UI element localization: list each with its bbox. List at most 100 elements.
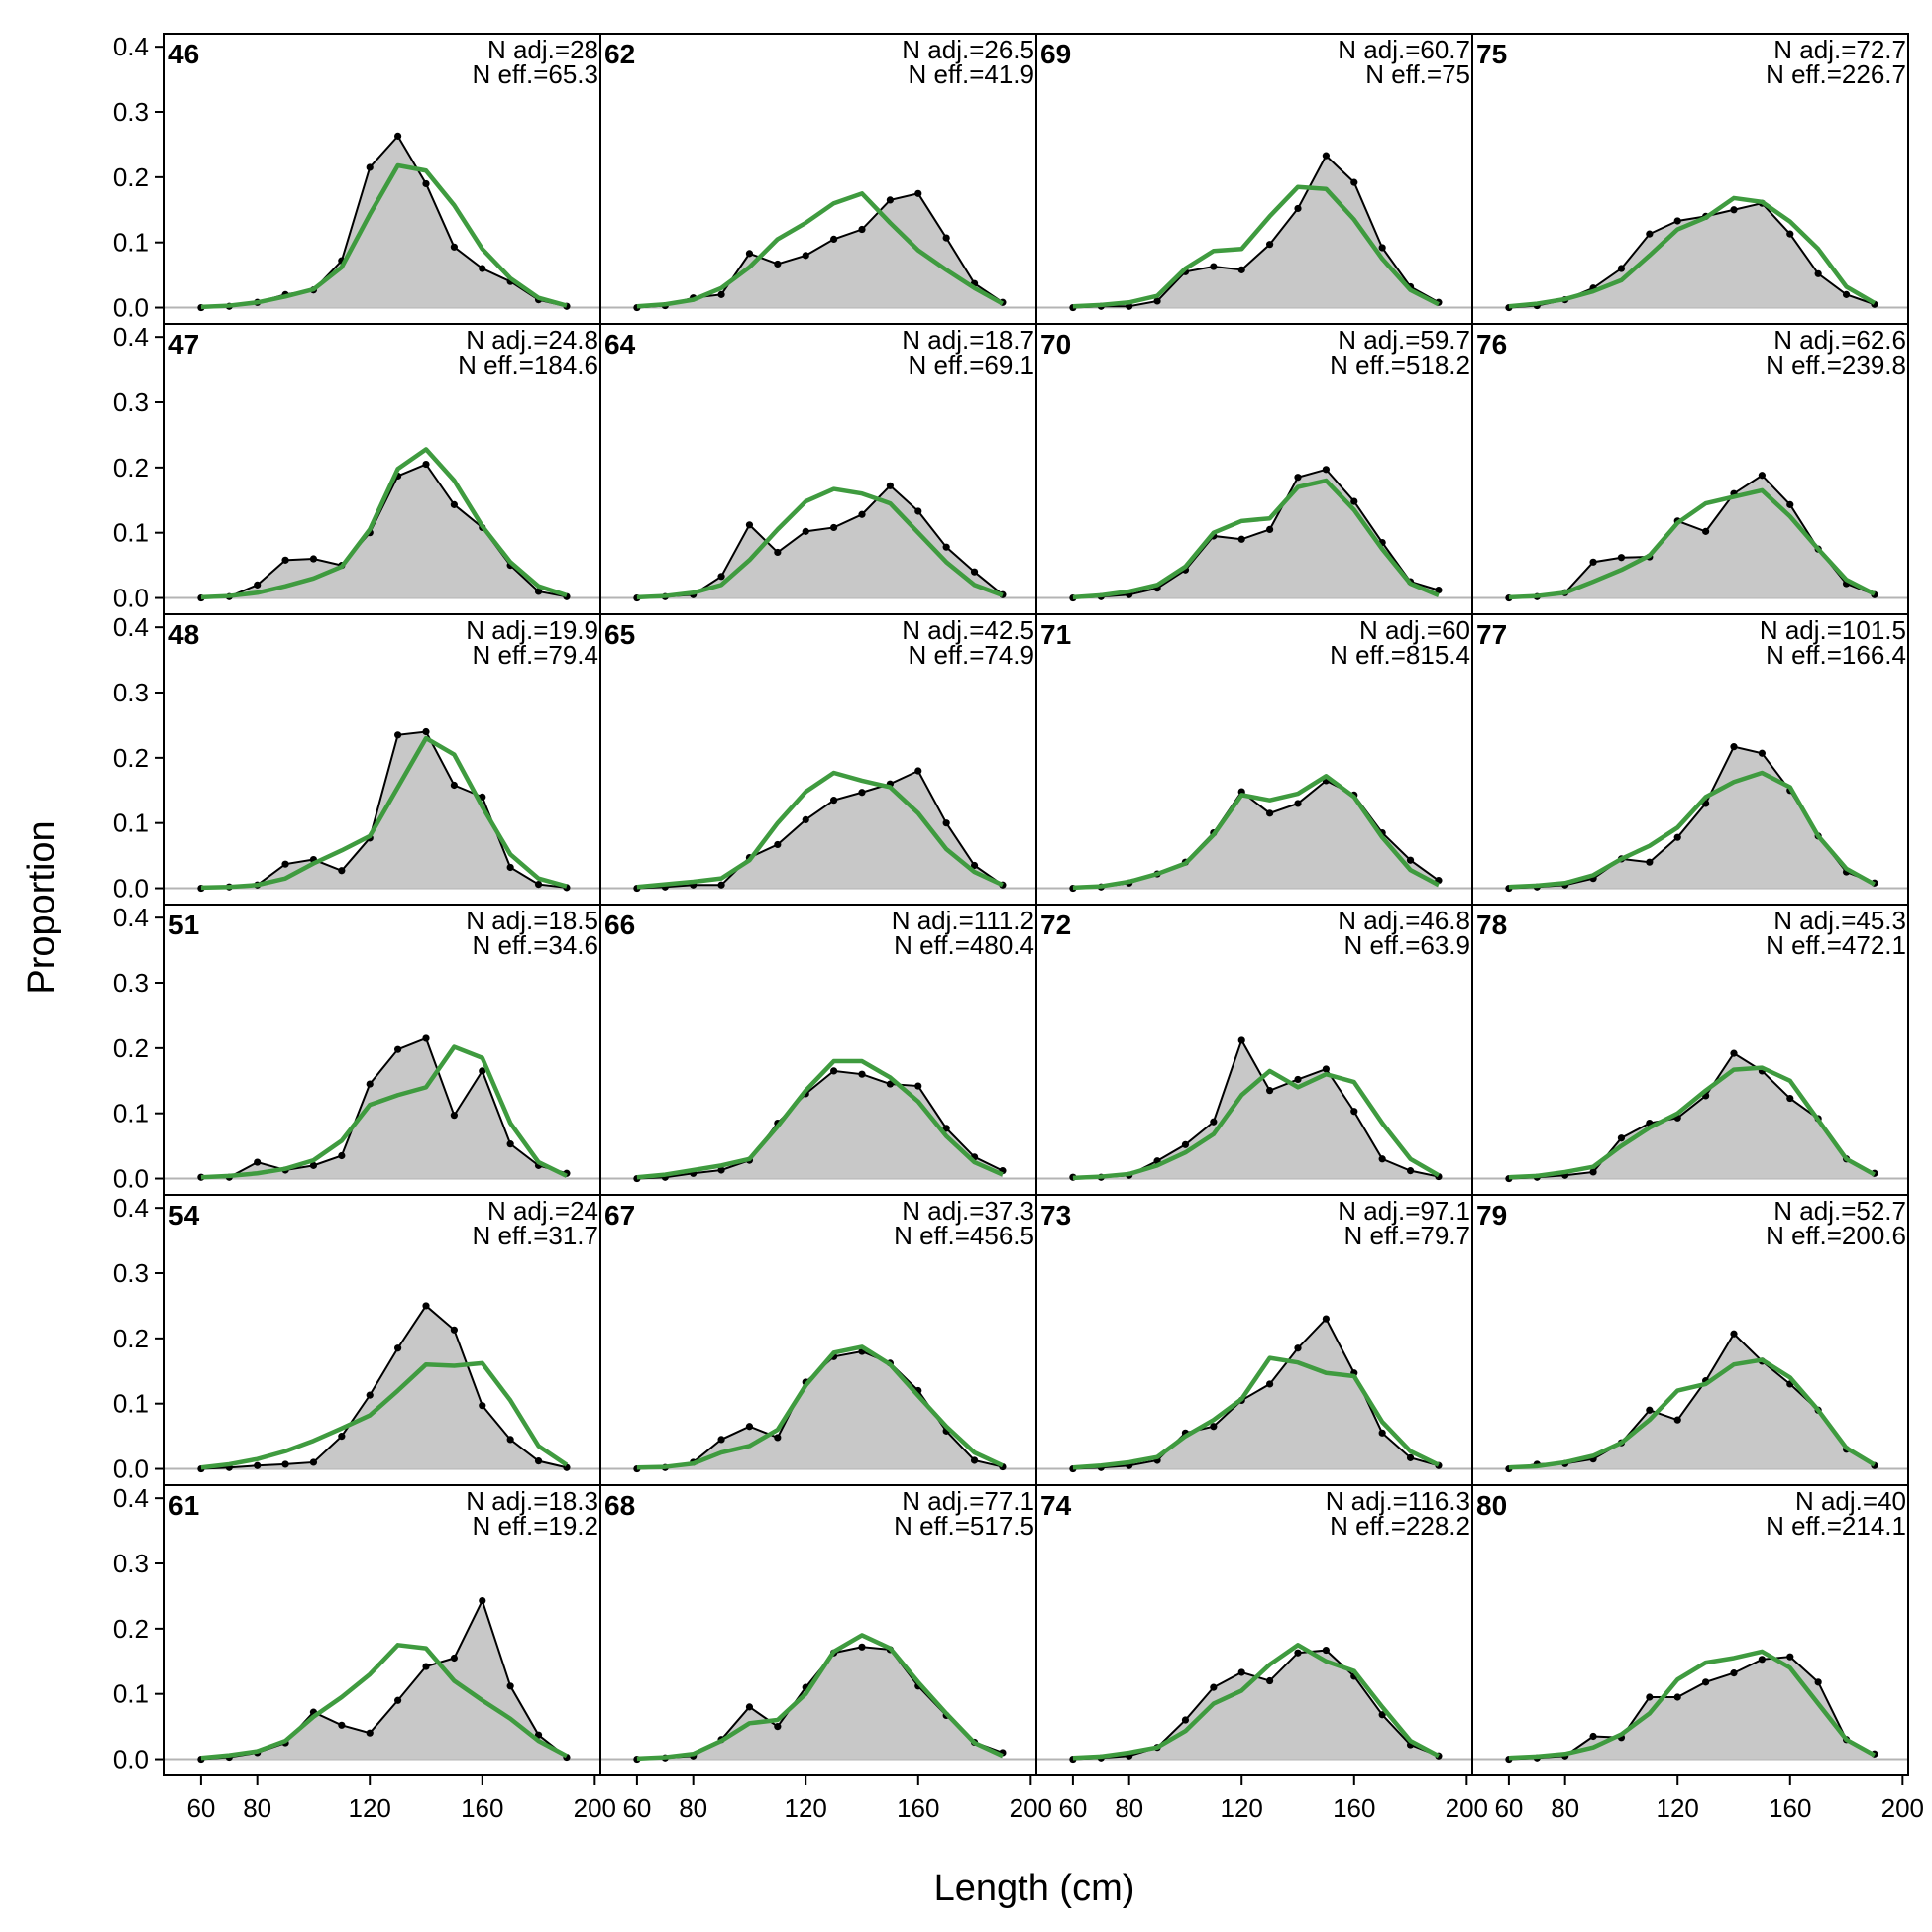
y-tick-label: 0.4 [113,1483,149,1513]
observed-point [1210,1683,1218,1691]
observed-point [254,581,262,589]
observed-point [1617,554,1626,562]
observed-point [1673,1693,1681,1701]
observed-point [745,1423,754,1431]
observed-point [1378,1711,1386,1719]
panel-id: 78 [1476,910,1507,940]
observed-point [745,1703,754,1711]
y-tick-label: 0.1 [113,518,149,548]
observed-point [281,860,289,868]
observed-point [309,1161,318,1169]
panel-54: 54 N adj.=24N eff.=31.7 [163,1194,601,1486]
y-tick-label: 0.2 [113,453,149,483]
observed-point [1322,1646,1330,1655]
n-adj-label: N adj.=111.2 [892,906,1034,935]
observed-point [338,1433,346,1441]
observed-point [450,1326,458,1334]
n-eff-label: N eff.=75 [1365,59,1470,89]
observed-point [802,815,809,824]
observed-line [200,730,568,890]
x-tick-label: 200 [1881,1793,1924,1823]
panel-id: 76 [1476,329,1507,360]
observed-point [1646,1693,1654,1701]
observed-area [636,1647,1003,1760]
observed-point [1786,230,1794,238]
expected-line [636,770,1004,890]
observed-point [422,727,430,736]
n-adj-label: N adj.=24.8 [466,325,598,355]
observed-point [1673,1416,1681,1424]
panel-id: 80 [1476,1490,1507,1521]
y-tick-label: 0.0 [113,293,149,323]
n-adj-label: N adj.=52.7 [1773,1196,1906,1226]
observed-point [506,1682,514,1690]
observed-point [914,1082,922,1090]
observed-point [1406,1167,1415,1175]
n-adj-label: N adj.=24 [487,1196,598,1226]
observed-point [1842,290,1851,298]
observed-area [1508,1657,1875,1760]
n-eff-label: N eff.=19.2 [473,1511,598,1541]
observed-point [942,1125,950,1132]
observed-point [1266,525,1274,534]
observed-point [534,1457,543,1465]
observed-point [1646,858,1654,866]
n-eff-label: N eff.=79.7 [1344,1221,1470,1250]
observed-point [479,1402,486,1410]
observed-point [450,1654,458,1663]
observed-point [338,867,346,875]
n-eff-label: N eff.=74.9 [909,640,1034,670]
observed-area [200,136,567,308]
y-tick-label: 0.3 [113,968,149,998]
panel-70: 70 N adj.=59.7N eff.=518.2 [1035,323,1473,615]
n-adj-label: N adj.=19.9 [466,615,598,645]
expected-line [200,162,568,310]
observed-point [914,189,922,197]
observed-point [717,573,725,581]
observed-point [1181,1716,1190,1724]
observed-area [200,1037,567,1179]
observed-point [1322,1065,1330,1073]
panel-grid: 46 N adj.=28N eff.=65.347 N adj.=24.8N eff… [163,33,1909,1776]
observed-point [422,179,430,188]
observed-point [970,1456,979,1464]
observed-point [534,588,543,595]
observed-point [1673,833,1681,841]
expected-line [1072,1643,1440,1761]
n-adj-label: N adj.=18.5 [466,906,598,935]
panel-id: 54 [168,1200,200,1231]
observed-point [1350,178,1358,186]
expected-line [1072,184,1440,309]
x-tick-label: 120 [785,1793,827,1823]
observed-point [858,1643,866,1651]
panel-frame [1471,1484,1909,1776]
observed-line [636,769,1004,890]
n-adj-label: N adj.=60 [1359,615,1470,645]
observed-point [366,1729,374,1737]
observed-area [1072,1650,1439,1760]
panel-id: 69 [1040,39,1071,69]
expected-line [200,1044,568,1180]
observed-point [1322,152,1330,160]
observed-point [1210,1118,1218,1126]
observed-point [1814,1678,1822,1686]
observed-point [366,163,374,171]
observed-area [200,464,567,598]
n-eff-label: N eff.=34.6 [473,930,598,960]
observed-point [717,1166,725,1174]
observed-point [394,1344,402,1352]
panel-id: 67 [604,1200,635,1231]
y-tick-label: 0.4 [113,32,149,61]
panel-77: 77 N adj.=101.5N eff.=166.4 [1471,613,1909,906]
x-tick-label: 60 [622,1793,651,1823]
observed-point [1730,206,1738,214]
panel-id: 75 [1476,39,1507,69]
observed-point [942,234,950,242]
panel-id: 79 [1476,1200,1507,1231]
observed-point [745,521,754,529]
panel-76: 76 N adj.=62.6N eff.=239.8 [1471,323,1909,615]
expected-line [1508,770,1877,890]
n-adj-label: N adj.=37.3 [902,1196,1034,1226]
x-tick-label: 200 [574,1793,616,1823]
